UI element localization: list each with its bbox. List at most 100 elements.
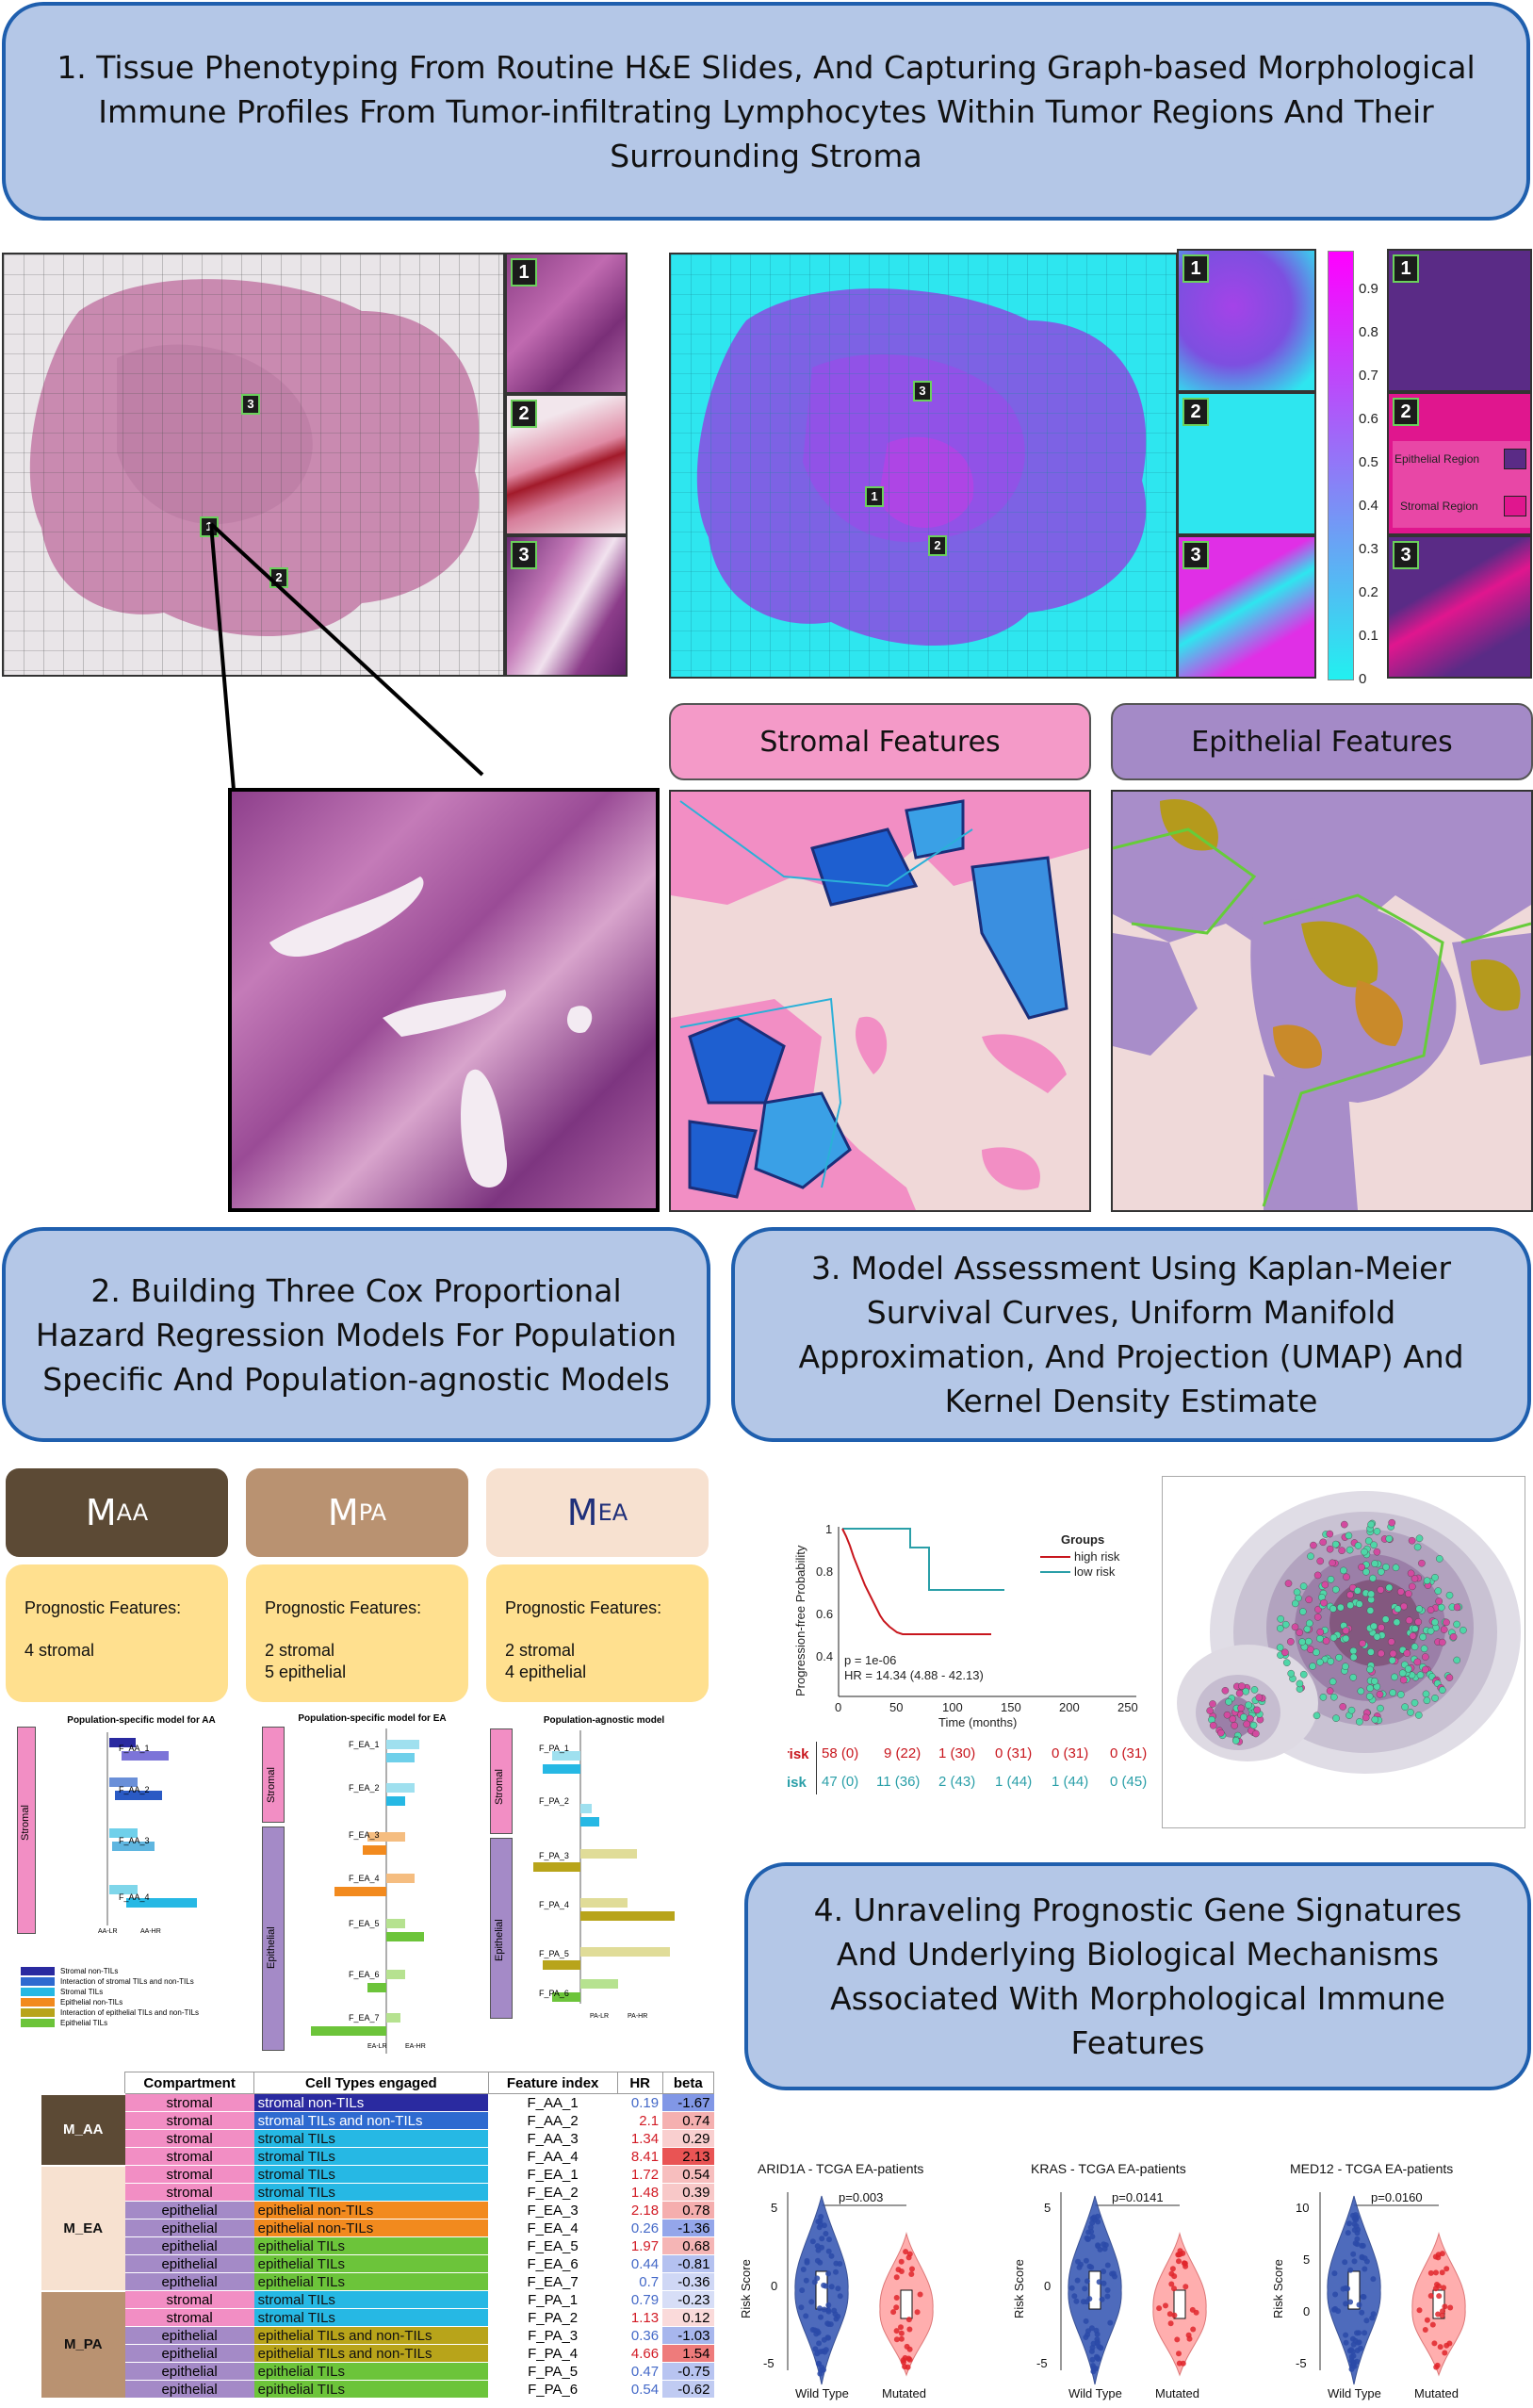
umap-point [1389, 1689, 1396, 1696]
table-row: epithelial epithelial TILs F_EA_5 1.97 0.68 [41, 2236, 714, 2255]
violin-point [1104, 2262, 1111, 2269]
table-cell-compartment: stromal [124, 2308, 254, 2327]
umap-point [1453, 1656, 1461, 1664]
table-cell-cell-type: stromal TILs [253, 2165, 489, 2184]
violin-point [1351, 2258, 1358, 2265]
violin-point [1075, 2258, 1081, 2265]
violin-point [893, 2336, 900, 2343]
forest-aa-label-2: F_AA_2 [119, 1785, 150, 1794]
violin-point [1193, 2309, 1199, 2316]
forest-ea-label-4: F_EA_4 [349, 1874, 380, 1883]
legend-label: Interaction of stromal TILs and non-TILs [60, 1977, 194, 1986]
section4-banner: 4. Unraveling Prognostic Gene Signatures… [744, 1862, 1531, 2090]
umap-point [1422, 1690, 1430, 1698]
colorbar-tick: 0.3 [1359, 541, 1378, 557]
umap-point [1349, 1673, 1357, 1681]
violin-point [1343, 2339, 1349, 2346]
km-high-risk-curve [841, 1528, 991, 1635]
umap-point [1423, 1696, 1431, 1705]
risk-high-5: 0 (31) [1110, 1745, 1148, 1761]
umap-point [1418, 1559, 1426, 1567]
legend-swatch [21, 2019, 55, 2027]
violin-point [818, 2314, 824, 2320]
table-cell-feature-index: F_EA_6 [488, 2254, 618, 2273]
violin-ytick: -5 [1296, 2356, 1307, 2370]
umap-point [1385, 1534, 1394, 1543]
umap-point [1252, 1729, 1260, 1738]
forest-ea-label-6: F_EA_6 [349, 1970, 380, 1979]
epithelial-features-header: Epithelial Features [1111, 703, 1533, 780]
violin-point [917, 2291, 923, 2298]
umap-point [1434, 1587, 1443, 1595]
umap-point [1355, 1718, 1363, 1726]
umap-point [1329, 1633, 1338, 1642]
violin-point [825, 2248, 832, 2254]
violin-point [1345, 2230, 1351, 2236]
violin-point [1446, 2340, 1453, 2347]
violin-ytick: -5 [1036, 2356, 1048, 2370]
forest-ea-side-label-epithelial: Epithelial [266, 1926, 277, 1969]
violin-point [1089, 2356, 1096, 2363]
umap-point [1296, 1679, 1304, 1688]
table-cell-feature-index: F_PA_1 [488, 2290, 618, 2309]
violin-p-value: p=0.0141 [1112, 2190, 1164, 2204]
violin-point [823, 2231, 829, 2236]
umap-point [1440, 1626, 1448, 1633]
violin-mutated-box [1173, 2289, 1186, 2319]
umap-point [1331, 1540, 1340, 1548]
colorbar-ticks: 0.9 0.8 0.7 0.6 0.5 0.4 0.3 0.2 0.1 0 [1359, 281, 1387, 696]
umap-point [1370, 1541, 1378, 1549]
table-row: epithelial epithelial non-TILs F_EA_3 2.18 0… [41, 2201, 714, 2220]
umap-point [1366, 1607, 1375, 1614]
violin-point [1422, 2327, 1428, 2333]
umap-point [1326, 1687, 1334, 1695]
km-p-value: p = 1e-06 [844, 1653, 896, 1667]
he-whole-slide [4, 254, 503, 675]
table-group-label: M_AA [41, 2092, 125, 2166]
violin-point [1088, 2228, 1095, 2235]
umap-point [1414, 1712, 1423, 1719]
violin-point [1071, 2293, 1078, 2300]
table-cell-compartment: epithelial [124, 2219, 254, 2237]
umap-point [1326, 1530, 1334, 1538]
umap-point [1276, 1644, 1284, 1651]
violin-point [1101, 2241, 1107, 2248]
umap-point [1329, 1678, 1337, 1686]
km-ytick: 0.6 [816, 1607, 833, 1621]
violin-point [835, 2285, 841, 2292]
violin-point [904, 2343, 910, 2350]
violin-point [1084, 2278, 1090, 2285]
violin-point [1171, 2312, 1178, 2318]
violin-point [1358, 2345, 1363, 2351]
umap-point [1376, 1690, 1384, 1698]
heatmap-slide-panel: 3 1 2 [669, 253, 1178, 679]
violin-point [1350, 2359, 1357, 2366]
violin-point [1101, 2246, 1108, 2252]
table-group-label: M_PA [41, 2289, 125, 2399]
risk-low-2: 2 (43) [938, 1774, 976, 1790]
table-row: epithelial epithelial non-TILs F_EA_4 0.26-… [41, 2219, 714, 2237]
table-cell-compartment: epithelial [124, 2362, 254, 2381]
model-aa-main: M [85, 1492, 117, 1533]
model-pa-feature-2: 5 epithelial [265, 1663, 347, 1681]
umap-point [1293, 1588, 1301, 1597]
umap-point [1445, 1674, 1454, 1681]
violin-point [825, 2308, 832, 2315]
violin-point [837, 2261, 843, 2267]
model-aa-sub: AA [116, 1499, 149, 1526]
model-ea-feature-2: 4 epithelial [505, 1663, 587, 1681]
umap-point [1438, 1638, 1446, 1646]
legend-swatch [21, 1998, 55, 2007]
violin-point [1176, 2351, 1182, 2357]
heatmap-slide [671, 254, 1176, 677]
table-cell-feature-index: F_PA_2 [488, 2308, 618, 2327]
umap-point [1371, 1560, 1378, 1567]
umap-point [1238, 1682, 1246, 1690]
violin-point [1433, 2364, 1440, 2370]
violin-ytick: 5 [1044, 2201, 1051, 2215]
table-cell-feature-index: F_EA_4 [488, 2219, 618, 2237]
violin-point [833, 2269, 839, 2275]
umap-point [1382, 1563, 1390, 1571]
violin-point [835, 2313, 841, 2319]
risk-low-0: 47 (0) [822, 1774, 859, 1790]
